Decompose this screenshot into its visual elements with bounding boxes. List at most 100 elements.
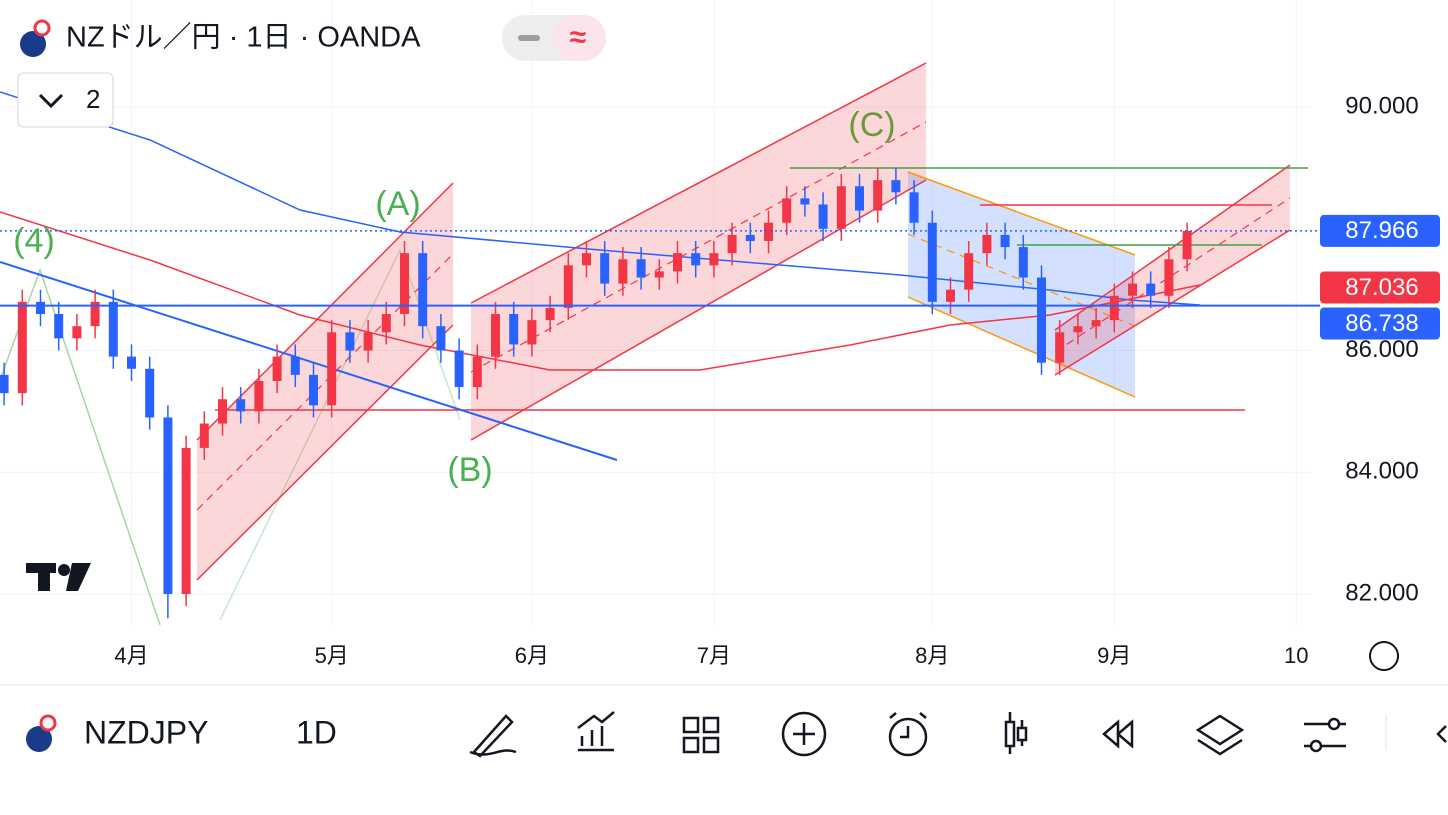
candle-body xyxy=(509,314,519,345)
candle-body xyxy=(1128,283,1137,296)
candle-body xyxy=(855,186,864,211)
replay-icon[interactable] xyxy=(1102,719,1134,749)
candle-body xyxy=(636,259,646,278)
candle-icon[interactable] xyxy=(1004,712,1028,754)
price-label: 87.036 xyxy=(1345,274,1418,301)
wave-icon: ≈ xyxy=(570,21,586,54)
candle-body xyxy=(381,314,391,333)
layout-icon[interactable] xyxy=(682,716,720,754)
wave-label: (4) xyxy=(13,222,55,260)
candle-body xyxy=(1146,283,1156,296)
channel-mid xyxy=(470,121,927,373)
candle-body xyxy=(563,265,573,308)
candle-body xyxy=(36,301,45,315)
layers-icon[interactable] xyxy=(1195,714,1245,756)
candle-body xyxy=(345,332,355,351)
candle-body xyxy=(800,198,810,205)
candle-body xyxy=(982,234,992,254)
candle-body xyxy=(400,253,409,315)
symbol-button[interactable]: NZDJPY xyxy=(84,714,208,750)
indicator-toggle[interactable] xyxy=(17,72,114,128)
candle-body xyxy=(163,417,173,594)
candle-body xyxy=(181,447,191,594)
channel-edge xyxy=(470,62,927,304)
y-tick-label: 84.000 xyxy=(1345,458,1418,485)
candle-body xyxy=(745,234,755,241)
candle-body xyxy=(691,253,701,266)
logo-part xyxy=(66,563,91,591)
trend-line xyxy=(0,261,618,461)
candle-body xyxy=(1164,259,1174,296)
price-label-box xyxy=(1320,214,1440,247)
symbol-title: NZドル／円 · 1日 · OANDA xyxy=(66,22,421,54)
candle-body xyxy=(782,198,792,223)
candle-body xyxy=(436,326,446,351)
alert-icon[interactable] xyxy=(888,717,928,757)
x-tick-label: 10 xyxy=(1284,643,1308,668)
minus-icon xyxy=(518,35,540,41)
candle-body xyxy=(1073,326,1083,333)
candle-body xyxy=(873,180,883,211)
candle-body xyxy=(236,399,246,412)
price-label: 86.738 xyxy=(1345,310,1418,337)
settings-icon[interactable] xyxy=(1369,641,1399,671)
y-tick-label: 82.000 xyxy=(1345,579,1418,606)
toggle-on[interactable] xyxy=(553,15,606,61)
candle-body xyxy=(290,356,300,375)
slider-knob xyxy=(1327,717,1341,731)
y-tick-label: 86.000 xyxy=(1345,336,1418,363)
indicators-icon[interactable] xyxy=(577,711,615,752)
moving-average xyxy=(0,91,1201,306)
more-arrow[interactable] xyxy=(1436,725,1447,743)
flag-icon xyxy=(20,31,46,57)
candle-body xyxy=(72,326,82,339)
candle-body xyxy=(218,399,227,424)
candle-body xyxy=(727,234,737,254)
candle-body xyxy=(145,368,155,418)
wave-line xyxy=(0,267,161,626)
add-icon[interactable] xyxy=(781,711,827,757)
candle-body xyxy=(654,271,664,278)
candle-body xyxy=(272,356,282,381)
x-tick-label: 4月 xyxy=(114,643,148,668)
price-label-box xyxy=(1320,307,1440,340)
axes: 82.000 84.000 86.000 90.000 4月 5月 6月 7月 8月 9月 10 87… xyxy=(114,92,1440,668)
candle-body xyxy=(1055,332,1065,363)
logo-part xyxy=(38,563,50,591)
y-tick-label: 90.000 xyxy=(1345,92,1418,119)
candle-body xyxy=(891,180,901,193)
draw-icon[interactable] xyxy=(469,714,517,758)
grid xyxy=(0,0,1310,625)
candle-body xyxy=(90,301,100,327)
candle-body xyxy=(618,259,628,284)
candle-body xyxy=(127,356,136,369)
candle-body xyxy=(1018,247,1028,278)
candle-body xyxy=(600,253,610,284)
channel-edge xyxy=(907,171,1136,256)
candle-body xyxy=(964,253,974,290)
candle-body xyxy=(764,222,773,241)
flag-icon xyxy=(33,19,51,37)
logo xyxy=(26,563,91,591)
candle-body xyxy=(909,192,919,223)
x-tick-label: 6月 xyxy=(515,643,549,668)
candle-body xyxy=(363,332,373,351)
channel-edge xyxy=(470,179,927,441)
annotations: (4) (A) (B) (C) xyxy=(13,106,895,489)
candle-body xyxy=(472,356,482,388)
wave-label: (B) xyxy=(447,451,492,489)
alert-icon-hands xyxy=(889,712,927,739)
wave-label: (C) xyxy=(848,106,895,144)
logo-part xyxy=(58,564,70,576)
candle-body xyxy=(1037,277,1046,363)
interval-button[interactable]: 1D xyxy=(296,714,337,750)
candle-body xyxy=(54,314,64,339)
channel xyxy=(471,63,926,440)
candle-body xyxy=(545,307,555,321)
candle-body xyxy=(454,350,464,388)
candle-body xyxy=(418,253,428,327)
channel-edge xyxy=(196,324,454,581)
chevron xyxy=(38,93,64,109)
slider-knob xyxy=(1309,739,1323,753)
